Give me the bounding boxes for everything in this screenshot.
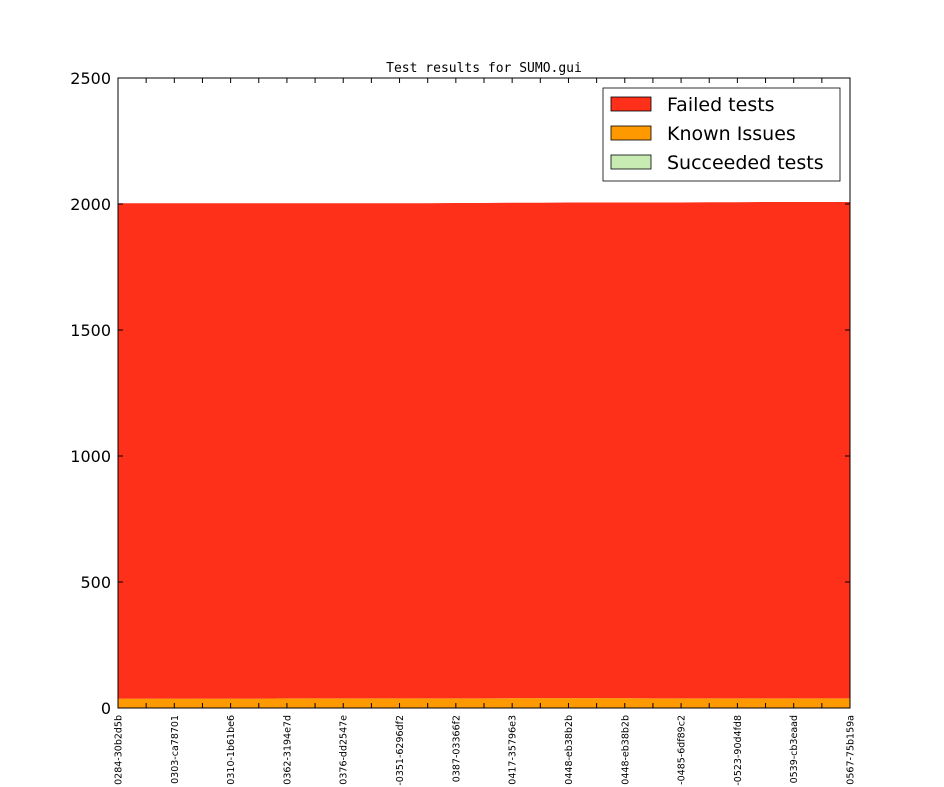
- x-tick-label: 0310-1b61be6: [226, 715, 237, 785]
- y-tick-label: 2000: [70, 195, 111, 214]
- x-tick-label: -0523-90d4fd8: [733, 715, 744, 786]
- x-tick-label: -0485-6df89c2: [677, 715, 688, 785]
- legend-swatch-succeeded-tests: [610, 154, 652, 170]
- y-tick-label: 1500: [70, 321, 111, 340]
- x-tick-label: 0387-03366f2: [451, 715, 462, 782]
- chart-title: Test results for SUMO.gui: [386, 61, 582, 76]
- legend-label-known-issues: Known Issues: [667, 123, 796, 145]
- area-known-issues: [118, 698, 850, 708]
- x-tick-label: 0303-ca78701: [170, 715, 181, 784]
- x-tick-label: 0284-30b2d5b: [114, 715, 125, 785]
- y-tick-label: 1000: [70, 447, 111, 466]
- axes: 0 500 1000 1500 2000 2500 0284-30b2d5b 0303-ca7…: [70, 69, 856, 786]
- legend-label-failed-tests: Failed tests: [667, 94, 775, 116]
- x-tick-label: 0417-35796e3: [508, 715, 519, 785]
- area-series-group: [118, 201, 850, 708]
- x-tick-label: -0351-6296df2: [395, 715, 406, 786]
- legend-label-succeeded-tests: Succeeded tests: [667, 152, 824, 174]
- x-tick-label: 0539-cb3eaad: [789, 715, 800, 783]
- legend-swatch-known-issues: [610, 125, 652, 141]
- y-tick-label: 500: [80, 573, 111, 592]
- x-tick-label: 0362-3194e7d: [282, 715, 293, 785]
- x-tick-label: 0567-75b159a: [846, 715, 857, 785]
- legend: Failed tests Known Issues Succeeded tests: [602, 87, 841, 182]
- y-tick-label: 2500: [70, 69, 111, 88]
- legend-swatch-failed-tests: [610, 96, 652, 112]
- x-tick-label: 0448-eb38b2b: [620, 715, 631, 785]
- x-tick-label: 0376-dd2547e: [339, 715, 350, 785]
- x-tick-label: 0448-eb38b2b: [564, 715, 575, 785]
- area-failed-tests: [118, 201, 850, 699]
- y-tick-label: 0: [101, 699, 111, 718]
